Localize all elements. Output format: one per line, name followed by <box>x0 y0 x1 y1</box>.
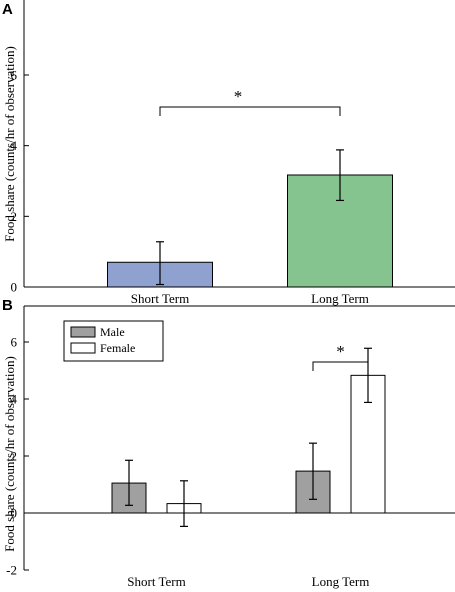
panel-b-error-bar-female-short-term <box>180 480 188 527</box>
panel-a-error-bar-short-term <box>156 241 164 286</box>
panel-a-category-label: Long Term <box>311 291 369 306</box>
panel-b-significance: * <box>312 342 369 371</box>
panel-a-bars <box>107 149 393 288</box>
panel-b-bars <box>111 347 386 527</box>
panel-b-legend: Male Female <box>63 320 164 362</box>
panel-b-y-tick-label: 6 <box>11 335 18 350</box>
panel-a-y-tick-label: 0 <box>11 280 18 295</box>
panel-a: A Food share (counts/hr of observation) … <box>2 0 455 306</box>
panel-b-letter: B <box>2 297 13 314</box>
panel-a-y-tick-label: 6 <box>11 68 18 83</box>
panel-b-y-axis-label: Food share (counts/hr of observation) <box>2 356 17 552</box>
legend-label-male: Male <box>100 325 125 339</box>
panel-b: B Food share (counts/hr of observation) … <box>2 297 455 589</box>
panel-b-error-bar-female-long-term <box>364 347 372 404</box>
legend-swatch-male <box>70 326 96 338</box>
panel-a-significance: * <box>159 87 341 116</box>
panel-a-y-ticks: 0 2 4 6 <box>11 68 29 295</box>
panel-b-y-ticks: -2 0 2 4 6 <box>6 335 29 578</box>
panel-b-error-bar-male-short-term <box>125 459 133 506</box>
panel-a-categories: Short Term Long Term <box>131 291 369 306</box>
panel-b-category-label: Long Term <box>312 574 370 589</box>
panel-b-significance-star: * <box>336 342 345 361</box>
panel-b-categories: Short Term Long Term <box>127 574 369 589</box>
panel-b-category-label: Short Term <box>127 574 185 589</box>
panel-b-y-tick-label: 2 <box>11 449 18 464</box>
panel-a-category-label: Short Term <box>131 291 189 306</box>
panel-a-y-tick-label: 2 <box>11 209 18 224</box>
panel-b-y-tick-label: 4 <box>11 392 18 407</box>
panel-b-significance-bracket <box>312 361 369 371</box>
panel-a-letter: A <box>2 1 13 18</box>
panel-b-error-bar-male-long-term <box>309 442 317 500</box>
panel-a-significance-bracket <box>159 106 341 116</box>
legend-swatch-female <box>70 342 96 354</box>
panel-a-error-bar-long-term <box>336 149 344 202</box>
panel-a-y-tick-label: 4 <box>11 138 18 153</box>
panel-a-y-axis-label: Food share (counts/hr of observation) <box>2 46 17 242</box>
panel-b-y-tick-label: 0 <box>11 506 18 521</box>
legend-label-female: Female <box>100 341 135 355</box>
panel-a-significance-star: * <box>234 87 243 106</box>
panel-b-y-tick-label: -2 <box>6 563 17 578</box>
